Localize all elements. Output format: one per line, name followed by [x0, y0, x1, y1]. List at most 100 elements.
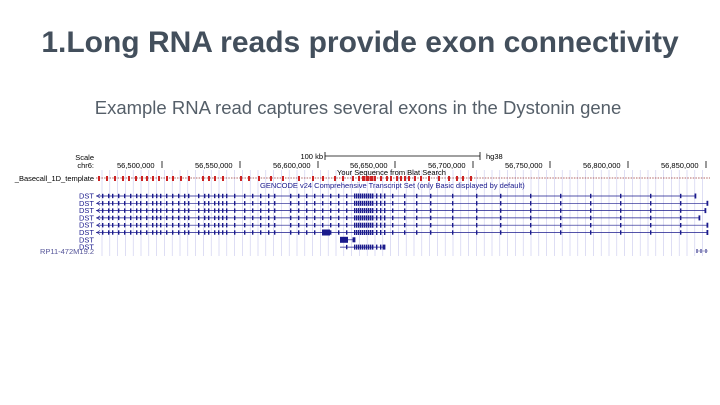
transcript-exon	[590, 193, 592, 199]
transcript-exon	[244, 193, 246, 199]
blat-exon-block	[362, 176, 366, 181]
transcript-exon	[416, 208, 418, 213]
transcript-exon	[152, 201, 154, 206]
transcript-exon	[346, 193, 348, 199]
transcript-exon	[156, 208, 158, 213]
blat-exon-block	[141, 176, 143, 181]
transcript-exon	[124, 223, 126, 228]
rp11-gene-label[interactable]: RP11-472M19.2	[40, 247, 94, 256]
transcript-exon	[500, 230, 502, 235]
transcript-exon	[222, 193, 224, 199]
transcript-exon	[208, 230, 210, 235]
transcript-exon	[306, 201, 308, 206]
transcript-exon	[358, 200, 360, 206]
transcript-exon	[166, 201, 168, 206]
transcript-exon	[188, 193, 190, 199]
transcript-exon	[244, 215, 246, 221]
transcript-exon	[112, 201, 114, 206]
transcript-exon	[226, 208, 228, 213]
transcript-exon	[268, 215, 270, 221]
transcript-exon	[322, 201, 324, 206]
transcript-exon	[214, 230, 216, 235]
transcript-exon	[218, 230, 220, 235]
blat-exon-block	[282, 176, 284, 181]
blat-exon-block	[158, 176, 160, 181]
transcript-exon	[268, 230, 270, 235]
transcript-label[interactable]: DST	[79, 243, 94, 252]
transcript-exon	[384, 222, 386, 228]
transcript-exon	[376, 193, 378, 199]
transcript-exon	[260, 223, 262, 228]
transcript-exon	[222, 201, 224, 206]
transcript-exon	[364, 244, 366, 250]
position-label: 56,650,000	[350, 161, 388, 170]
transcript-exon	[372, 215, 374, 221]
transcript-exon	[268, 208, 270, 213]
transcript-exon	[372, 230, 374, 235]
transcript-exon	[356, 208, 358, 214]
transcript-exon	[118, 230, 120, 235]
transcript-exon	[698, 215, 701, 221]
transcript-exon	[160, 201, 162, 206]
transcript-exon	[694, 193, 697, 199]
transcript-exon	[476, 193, 478, 199]
transcript-exon	[184, 201, 186, 206]
transcript-exon	[452, 230, 454, 235]
transcript-exon	[360, 200, 362, 206]
transcript-exon	[188, 201, 190, 206]
blat-read-alignment[interactable]	[96, 176, 710, 181]
transcript-label[interactable]: DST	[79, 235, 94, 244]
transcript-exon	[384, 230, 386, 235]
blat-exon-block	[106, 176, 108, 181]
transcript-exon	[368, 230, 370, 235]
transcript-exon	[160, 208, 162, 213]
transcript-exon	[380, 200, 382, 206]
transcript-exon	[222, 215, 224, 221]
transcript-exon	[650, 230, 652, 235]
transcript-exon	[354, 237, 356, 243]
transcript-exon	[560, 230, 562, 235]
transcript-exon	[178, 201, 180, 206]
transcript-exon	[430, 193, 432, 199]
transcript-exon	[500, 223, 502, 228]
transcript-label[interactable]: DST	[79, 228, 94, 237]
transcript-exon	[372, 222, 374, 228]
blat-exon-block	[298, 176, 300, 181]
transcript-exon	[274, 223, 276, 228]
transcript-exon	[362, 200, 364, 206]
blat-exon-block	[258, 176, 260, 181]
transcript-exon	[102, 230, 104, 235]
transcript-exon	[356, 244, 358, 250]
transcript-exon	[274, 215, 276, 221]
transcript-exon	[330, 208, 332, 213]
transcript-exon	[384, 244, 386, 250]
transcript-exon	[102, 223, 104, 228]
transcript-label[interactable]: DST	[79, 192, 94, 201]
transcript-exon	[352, 237, 355, 243]
rp11-gene-model[interactable]	[696, 249, 708, 253]
transcript-exon	[346, 244, 348, 250]
strand-arrow-icon	[96, 230, 101, 235]
transcript-label[interactable]: DST	[79, 213, 94, 222]
transcript-exon	[358, 230, 360, 235]
transcript-exon	[430, 201, 432, 206]
transcript-exon	[172, 193, 174, 199]
slide-subtitle: Example RNA read captures several exons …	[94, 97, 622, 118]
transcript-exon	[208, 201, 210, 206]
transcript-exon	[590, 215, 592, 221]
transcript-exon	[376, 208, 378, 214]
transcript-label[interactable]: DST	[79, 221, 94, 230]
transcript-label[interactable]: DST	[79, 199, 94, 208]
transcript-exon	[172, 201, 174, 206]
blat-track-label[interactable]: _Basecall_1D_template	[14, 174, 94, 183]
transcript-exon	[314, 223, 316, 228]
transcript-exon	[706, 230, 709, 235]
transcript-exon	[346, 201, 348, 206]
transcript-label[interactable]: DST	[79, 206, 94, 215]
transcript-exon	[530, 201, 532, 206]
transcript-exon	[136, 201, 138, 206]
transcript-exon	[306, 208, 308, 213]
transcript-exon	[112, 215, 114, 221]
transcript-exon	[362, 193, 364, 199]
blat-exon-block	[358, 176, 360, 181]
